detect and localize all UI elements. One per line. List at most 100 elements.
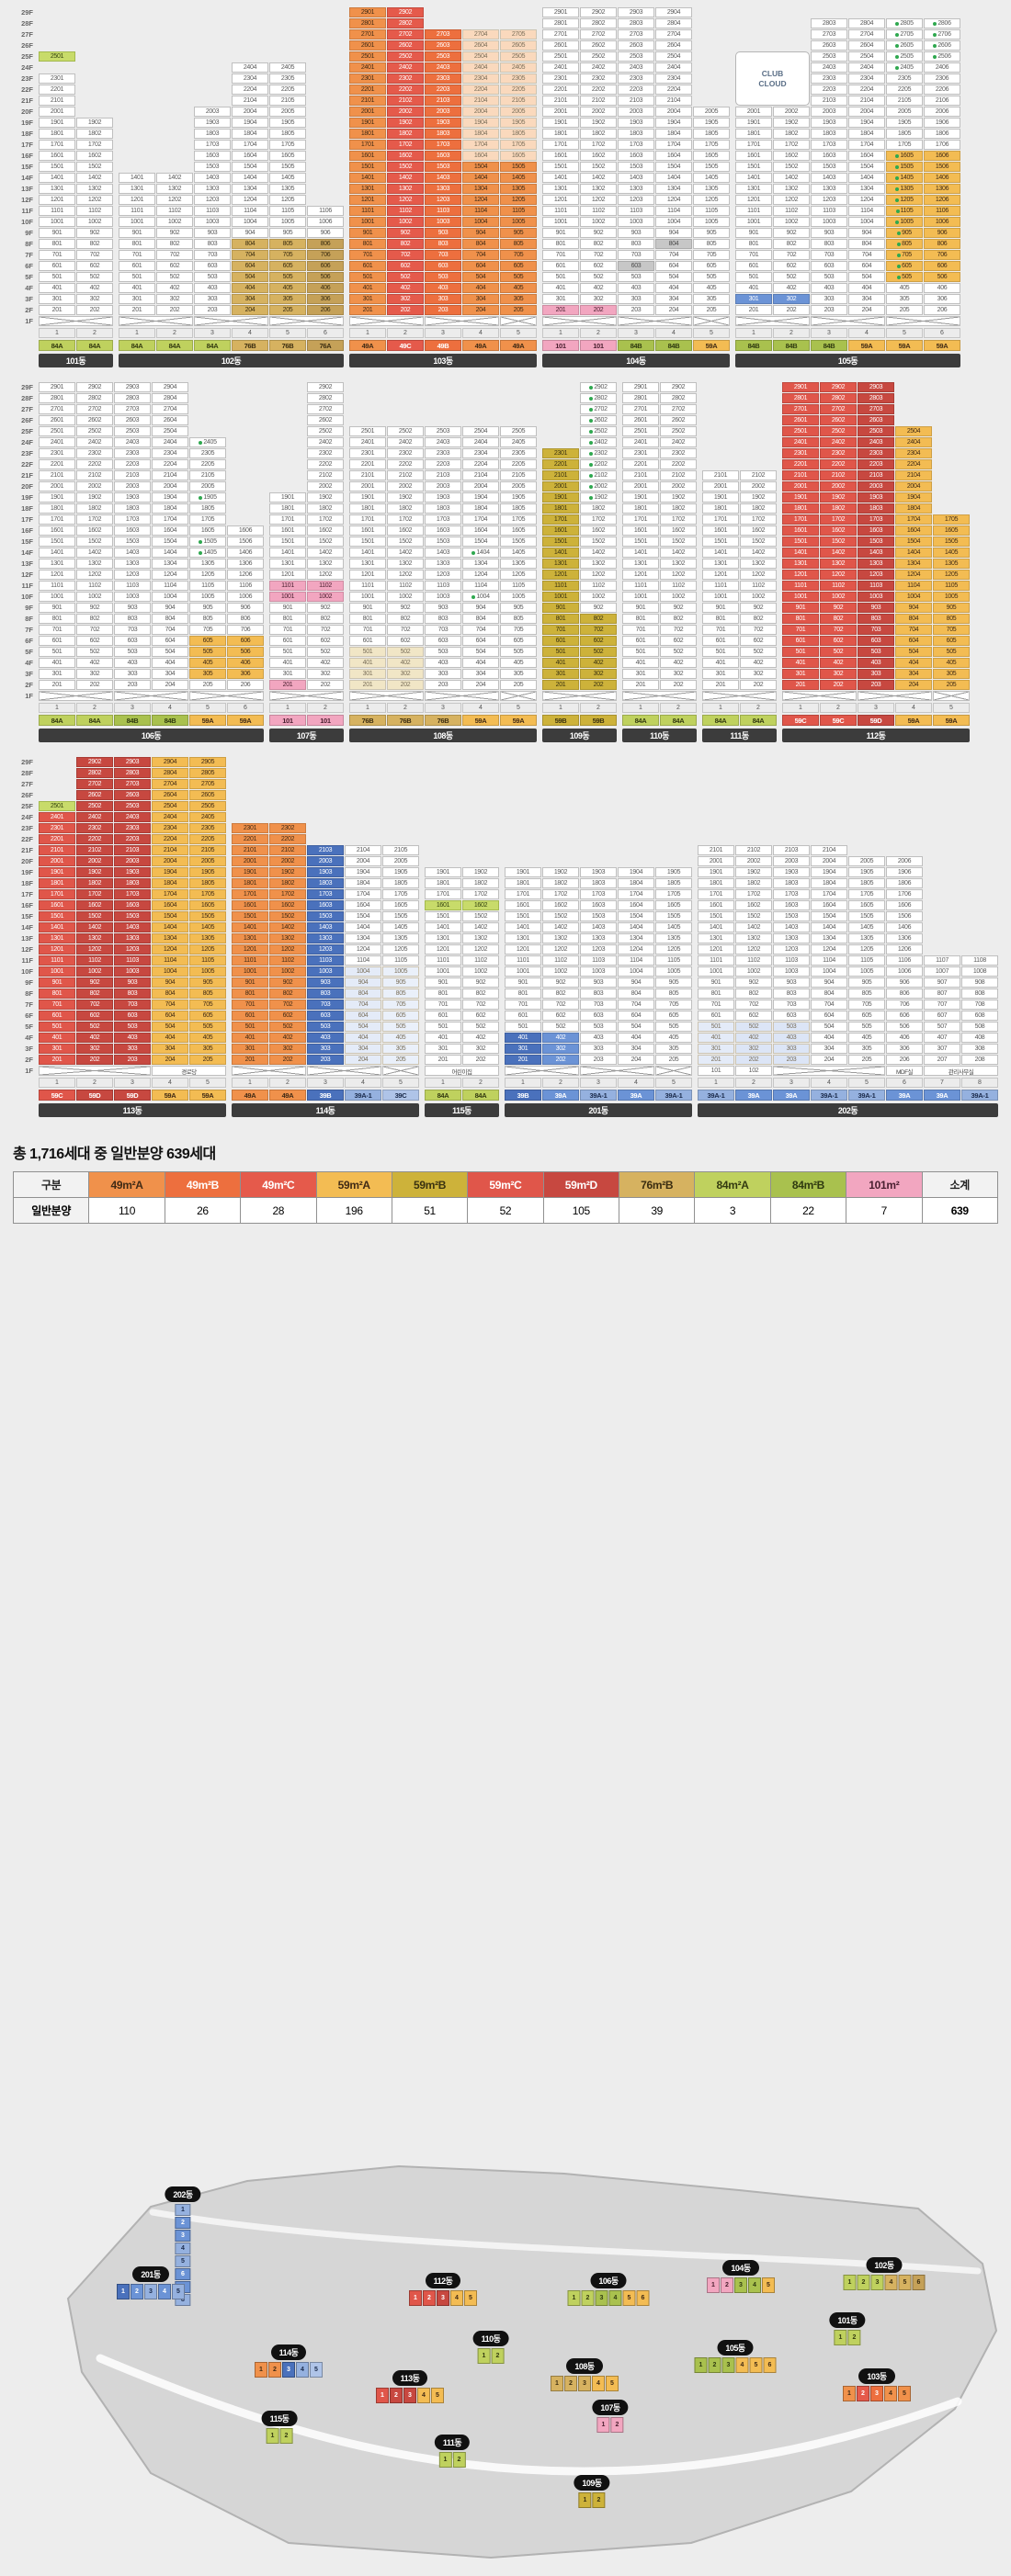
unit-cell[interactable]: 2404 [462,62,499,73]
unit-cell[interactable]: 1302 [387,184,424,194]
unit-cell[interactable]: 803 [858,614,894,624]
unit-cell[interactable]: 1802 [269,878,306,888]
unit-cell[interactable]: 2103 [425,96,461,106]
unit-cell[interactable]: 1205 [886,195,923,205]
unit-cell[interactable]: 201 [505,1055,541,1065]
unit-cell[interactable]: 2503 [858,426,894,436]
unit-cell[interactable]: 1006 [924,217,960,227]
unit-cell[interactable]: 1001 [269,592,306,602]
unit-cell[interactable]: 304 [152,1044,188,1054]
unit-cell[interactable]: 1304 [895,559,932,569]
unit-cell[interactable]: 2705 [189,779,226,789]
unit-cell[interactable]: 302 [387,669,424,679]
unit-cell[interactable]: 1604 [462,151,499,161]
unit-cell[interactable]: 1502 [387,162,424,172]
unit-cell[interactable]: 2702 [820,404,857,414]
unit-cell[interactable]: 501 [232,1022,268,1032]
unit-cell[interactable]: 1101 [782,581,819,591]
unit-cell[interactable]: 1101 [269,581,306,591]
unit-cell[interactable]: 2303 [114,823,151,833]
unit-cell[interactable]: 204 [462,305,499,315]
unit-cell[interactable]: 502 [387,647,424,657]
unit-cell[interactable]: 202 [580,305,617,315]
unit-cell[interactable]: 2501 [39,51,75,62]
unit-cell[interactable]: 1505 [933,537,970,547]
unit-cell[interactable]: 302 [773,294,810,304]
unit-cell[interactable]: 2401 [782,437,819,447]
unit-cell[interactable]: 705 [886,250,923,260]
unit-cell[interactable]: 2004 [895,481,932,491]
unit-cell[interactable]: 2506 [924,51,960,62]
unit-cell[interactable]: 2002 [580,481,617,491]
unit-cell[interactable]: 301 [698,1044,734,1054]
unit-cell[interactable]: 1703 [307,889,344,899]
unit-cell[interactable]: 503 [307,1022,344,1032]
unit-cell[interactable]: 503 [858,647,894,657]
unit-cell[interactable]: 2404 [152,812,188,822]
unit-cell[interactable]: 702 [580,625,617,635]
unit-cell[interactable]: 1701 [542,514,579,525]
unit-cell[interactable]: 1503 [858,537,894,547]
unit-cell[interactable]: 1803 [858,503,894,514]
unit-cell[interactable]: 2601 [782,415,819,425]
unit-cell[interactable]: 1503 [114,911,151,921]
unit-cell[interactable]: 604 [152,1011,188,1021]
unit-cell[interactable]: 906 [924,228,960,238]
unit-cell[interactable]: 503 [114,1022,151,1032]
unit-cell[interactable]: 605 [382,1011,419,1021]
unit-cell[interactable]: 1103 [114,955,151,966]
unit-cell[interactable]: 1903 [858,492,894,503]
unit-cell[interactable]: 804 [345,989,381,999]
unit-cell[interactable]: 203 [307,1055,344,1065]
unit-cell[interactable]: 2101 [542,470,579,480]
unit-cell[interactable]: 605 [886,261,923,271]
unit-cell[interactable]: 304 [462,294,499,304]
unit-cell[interactable]: 1104 [462,206,499,216]
unit-cell[interactable]: 1003 [114,966,151,977]
unit-cell[interactable]: 1804 [462,129,499,139]
unit-cell[interactable]: 705 [269,250,306,260]
unit-cell[interactable]: 2606 [924,40,960,51]
unit-cell[interactable]: 1303 [114,933,151,943]
unit-cell[interactable]: 2203 [425,85,461,95]
unit-cell[interactable]: 1403 [858,548,894,558]
unit-cell[interactable]: 1305 [500,184,537,194]
unit-cell[interactable]: 2806 [924,18,960,28]
unit-cell[interactable]: 1403 [114,922,151,932]
unit-cell[interactable]: 1504 [895,537,932,547]
unit-cell[interactable]: 2503 [114,801,151,811]
unit-cell[interactable]: 1605 [886,151,923,161]
unit-cell[interactable]: 401 [232,1033,268,1043]
unit-cell[interactable]: 703 [307,1000,344,1010]
unit-cell[interactable]: 301 [39,1044,75,1054]
unit-cell[interactable]: 1001 [542,592,579,602]
unit-cell[interactable]: 604 [462,261,499,271]
unit-cell[interactable]: 1602 [462,900,499,910]
unit-cell[interactable]: 405 [382,1033,419,1043]
unit-cell[interactable]: 803 [307,989,344,999]
unit-cell[interactable]: 505 [500,272,537,282]
unit-cell[interactable]: 1701 [232,889,268,899]
unit-cell[interactable]: 405 [500,283,537,293]
unit-cell[interactable]: 2705 [500,29,537,40]
unit-cell[interactable]: 1301 [349,184,386,194]
unit-cell[interactable]: 1602 [269,900,306,910]
unit-cell[interactable]: 2304 [895,448,932,458]
unit-cell[interactable]: 201 [269,680,306,690]
unit-cell[interactable]: 1103 [307,955,344,966]
unit-cell[interactable]: 202 [269,1055,306,1065]
unit-cell[interactable]: 1402 [269,922,306,932]
unit-cell[interactable]: 1005 [500,217,537,227]
unit-cell[interactable]: 2302 [820,448,857,458]
unit-cell[interactable]: 405 [189,658,226,668]
unit-cell[interactable]: 405 [189,1033,226,1043]
unit-cell[interactable]: 2504 [895,426,932,436]
unit-cell[interactable]: 605 [189,636,226,646]
unit-cell[interactable]: 802 [387,239,424,249]
unit-cell[interactable]: 2305 [500,73,537,84]
unit-cell[interactable]: 1601 [425,900,461,910]
unit-cell[interactable]: 1203 [307,944,344,955]
unit-cell[interactable]: 1305 [933,559,970,569]
unit-cell[interactable]: 1501 [349,162,386,172]
unit-cell[interactable]: 205 [500,305,537,315]
